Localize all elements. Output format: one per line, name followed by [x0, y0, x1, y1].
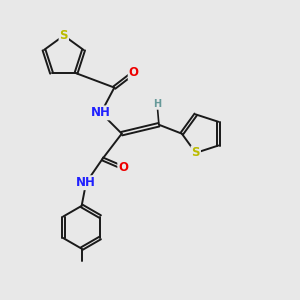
Text: S: S — [191, 146, 200, 159]
Text: H: H — [153, 99, 161, 109]
Text: NH: NH — [91, 106, 111, 119]
Text: O: O — [118, 161, 128, 174]
Text: S: S — [60, 29, 68, 42]
Text: O: O — [129, 66, 139, 79]
Text: NH: NH — [76, 176, 96, 189]
